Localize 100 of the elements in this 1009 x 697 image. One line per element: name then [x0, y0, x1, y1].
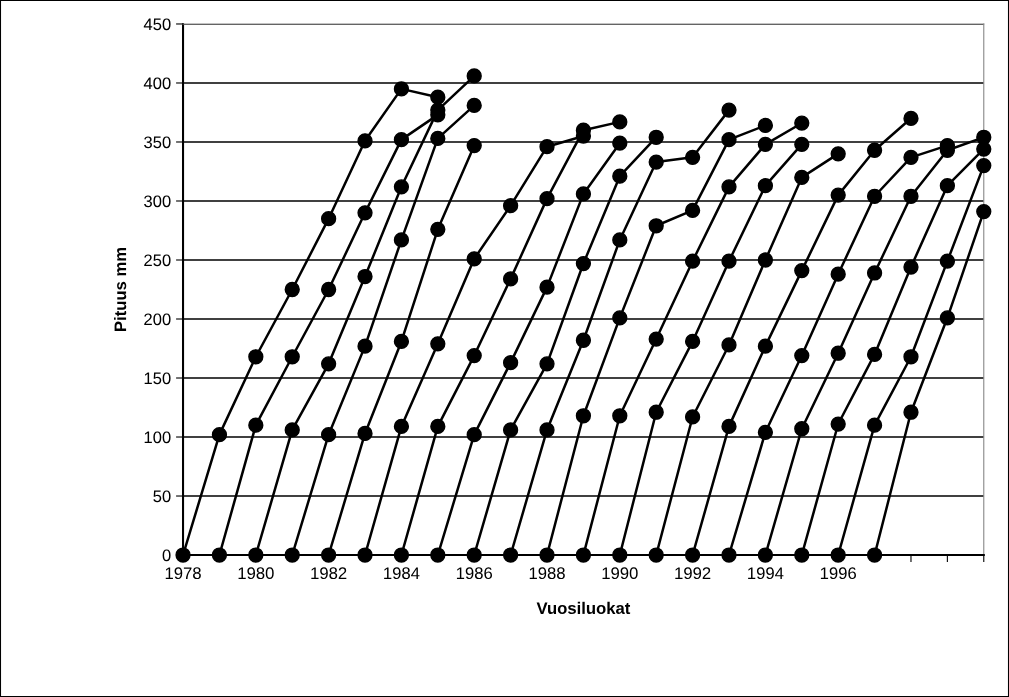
point	[794, 262, 810, 279]
x-tick-label: 1982	[311, 567, 347, 580]
point	[721, 418, 737, 435]
point	[866, 346, 883, 363]
point	[721, 253, 737, 269]
point	[320, 281, 337, 298]
point	[866, 188, 883, 204]
point	[794, 169, 810, 186]
point	[721, 102, 737, 118]
point	[248, 547, 264, 563]
x-tick-label: 1986	[456, 567, 493, 580]
point	[830, 416, 846, 432]
point	[757, 178, 774, 194]
point	[575, 547, 592, 563]
point	[320, 211, 337, 227]
point	[284, 422, 300, 438]
y-tick-label: 0	[162, 549, 171, 562]
point	[430, 89, 446, 105]
point	[320, 427, 337, 443]
point	[357, 133, 373, 149]
point	[903, 259, 919, 275]
point	[357, 547, 373, 563]
point	[830, 547, 846, 563]
point	[430, 336, 446, 352]
point	[757, 424, 774, 440]
point	[648, 404, 664, 420]
point	[684, 333, 701, 350]
point	[284, 281, 300, 298]
point	[502, 271, 519, 287]
point	[466, 137, 482, 154]
point	[684, 202, 701, 219]
point	[903, 188, 919, 204]
point	[211, 547, 228, 563]
point	[284, 349, 300, 365]
point	[575, 332, 592, 348]
y-tick-label: 400	[143, 77, 171, 90]
point	[539, 547, 555, 563]
point	[794, 547, 810, 563]
x-tick-label: 1990	[602, 567, 638, 580]
point	[684, 149, 701, 165]
x-tick-label: 1984	[384, 567, 420, 580]
y-tick-label: 100	[144, 431, 171, 444]
point	[466, 68, 482, 84]
point	[393, 232, 410, 248]
point	[648, 331, 664, 347]
point	[721, 337, 737, 353]
point	[466, 97, 482, 114]
point	[612, 135, 628, 151]
point	[721, 131, 737, 148]
y-axis-title: Pituus mm	[114, 247, 127, 331]
point	[866, 142, 883, 158]
point	[757, 338, 774, 354]
x-tick-label: 1992	[675, 567, 711, 580]
point	[721, 179, 737, 195]
point	[866, 265, 883, 281]
point	[320, 356, 337, 372]
point	[866, 547, 883, 563]
point	[539, 139, 555, 155]
point	[648, 218, 664, 234]
point	[721, 547, 737, 563]
point	[393, 179, 410, 195]
point	[466, 347, 482, 364]
x-tick-label: 1980	[238, 567, 274, 580]
y-tick-label: 250	[144, 254, 171, 267]
point	[612, 547, 628, 563]
y-tick-label: 450	[143, 18, 171, 31]
point	[757, 547, 774, 563]
point	[393, 81, 410, 97]
point	[903, 404, 919, 420]
point	[539, 279, 555, 295]
point	[502, 422, 519, 438]
point	[502, 198, 519, 214]
y-tick-label: 200	[144, 313, 171, 326]
point	[466, 547, 482, 563]
point	[684, 409, 701, 425]
point	[430, 221, 446, 237]
point	[502, 547, 519, 563]
point	[612, 310, 628, 326]
point	[794, 115, 810, 131]
point	[830, 146, 846, 162]
point	[830, 187, 846, 203]
point	[612, 114, 628, 130]
point	[539, 422, 555, 438]
point	[320, 547, 337, 563]
point	[939, 178, 956, 194]
point	[539, 356, 555, 372]
y-tick-label: 50	[153, 490, 171, 503]
point	[976, 141, 992, 157]
point	[175, 547, 191, 563]
point	[393, 333, 410, 350]
point	[757, 117, 774, 134]
point	[393, 131, 410, 148]
x-axis-title: Vuosiluokat	[536, 601, 631, 615]
x-tick-label: 1996	[820, 567, 856, 580]
y-tick-label: 150	[144, 372, 171, 385]
x-tick-label: 1978	[165, 567, 201, 580]
x-tick-label: 1994	[748, 567, 784, 580]
point	[248, 417, 264, 433]
point	[284, 547, 300, 563]
point	[794, 421, 810, 437]
